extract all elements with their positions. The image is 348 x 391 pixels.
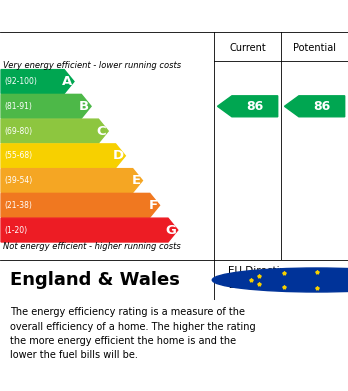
Text: (1-20): (1-20) — [4, 226, 27, 235]
Text: (21-38): (21-38) — [4, 201, 32, 210]
Text: Current: Current — [229, 43, 266, 54]
Text: Potential: Potential — [293, 43, 336, 54]
Polygon shape — [218, 96, 278, 117]
Polygon shape — [1, 169, 142, 192]
Text: (81-91): (81-91) — [4, 102, 32, 111]
Text: C: C — [97, 125, 106, 138]
Text: England & Wales: England & Wales — [10, 271, 180, 289]
Text: (39-54): (39-54) — [4, 176, 32, 185]
Text: 86: 86 — [246, 100, 263, 113]
Text: B: B — [79, 100, 89, 113]
Polygon shape — [1, 94, 91, 118]
Text: G: G — [165, 224, 176, 237]
Text: (69-80): (69-80) — [4, 127, 32, 136]
Polygon shape — [1, 70, 74, 93]
Polygon shape — [285, 96, 345, 117]
Text: EU Directive
2002/91/EC: EU Directive 2002/91/EC — [228, 266, 292, 290]
Polygon shape — [1, 144, 125, 168]
Polygon shape — [1, 194, 159, 217]
Text: Very energy efficient - lower running costs: Very energy efficient - lower running co… — [3, 61, 182, 70]
Circle shape — [212, 268, 348, 292]
Text: A: A — [62, 75, 72, 88]
Text: 86: 86 — [313, 100, 330, 113]
Text: Energy Efficiency Rating: Energy Efficiency Rating — [10, 10, 232, 25]
Text: (92-100): (92-100) — [4, 77, 37, 86]
Text: (55-68): (55-68) — [4, 151, 32, 160]
Text: Not energy efficient - higher running costs: Not energy efficient - higher running co… — [3, 242, 181, 251]
Text: D: D — [112, 149, 124, 162]
Text: E: E — [132, 174, 141, 187]
Polygon shape — [1, 119, 108, 143]
Text: The energy efficiency rating is a measure of the
overall efficiency of a home. T: The energy efficiency rating is a measur… — [10, 307, 256, 361]
Text: F: F — [149, 199, 158, 212]
Polygon shape — [1, 218, 178, 242]
